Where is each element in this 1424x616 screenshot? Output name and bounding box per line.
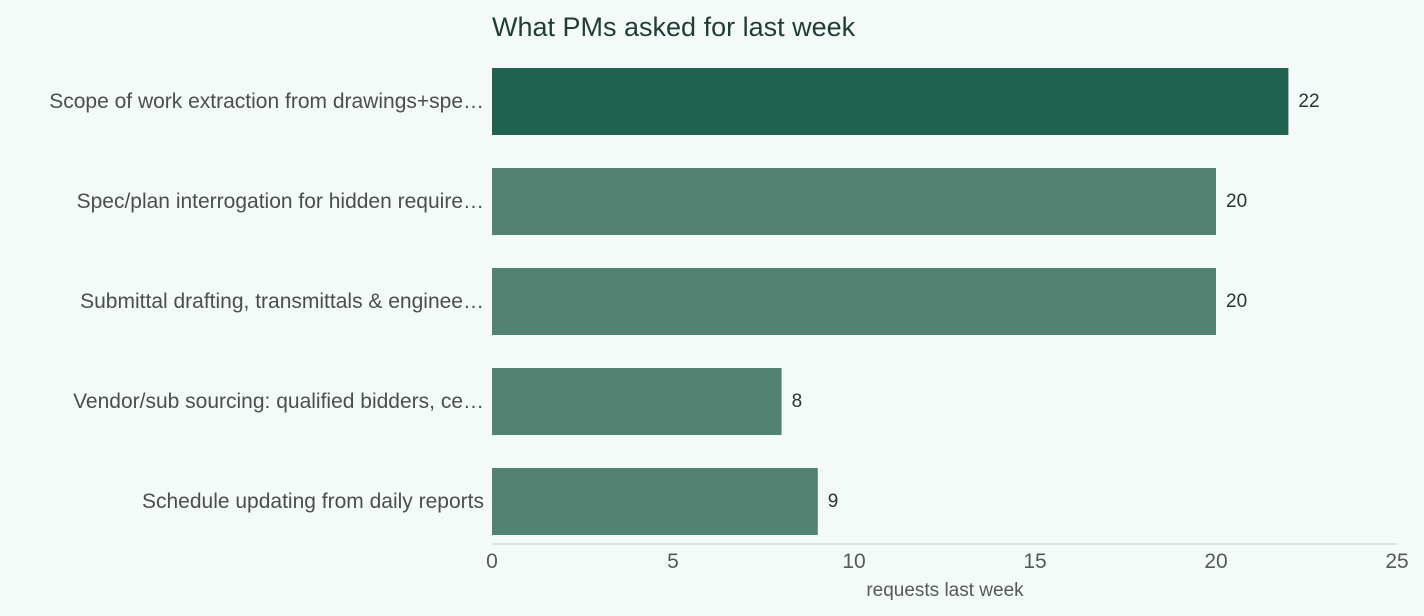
value-label: 20 [1226,291,1247,312]
bar [492,168,1216,235]
category-label: Schedule updating from daily reports [142,490,484,513]
x-tick-label: 0 [486,550,498,573]
category-labels: Scope of work extraction from drawings+s… [49,90,484,513]
bar [492,468,818,535]
bar [492,368,782,435]
value-label: 22 [1298,91,1319,112]
x-axis-title: requests last week [866,580,1024,601]
bar [492,268,1216,335]
value-label: 9 [828,491,839,512]
chart-title: What PMs asked for last week [492,12,856,42]
category-label: Submittal drafting, transmittals & engin… [80,290,484,313]
x-tick-label: 10 [842,550,865,573]
category-label: Spec/plan interrogation for hidden requi… [77,190,484,213]
x-tick-label: 5 [667,550,679,573]
x-tick-label: 15 [1023,550,1046,573]
x-axis-ticks: 0 5 10 15 20 25 [486,550,1409,573]
value-label: 20 [1226,191,1247,212]
category-label: Scope of work extraction from drawings+s… [49,90,484,113]
x-tick-label: 20 [1204,550,1227,573]
bar [492,68,1289,135]
value-labels: 22 20 20 8 9 [792,91,1320,512]
x-tick-label: 25 [1385,550,1408,573]
value-label: 8 [792,391,803,412]
category-label: Vendor/sub sourcing: qualified bidders, … [73,390,484,413]
bars-group [492,68,1289,535]
